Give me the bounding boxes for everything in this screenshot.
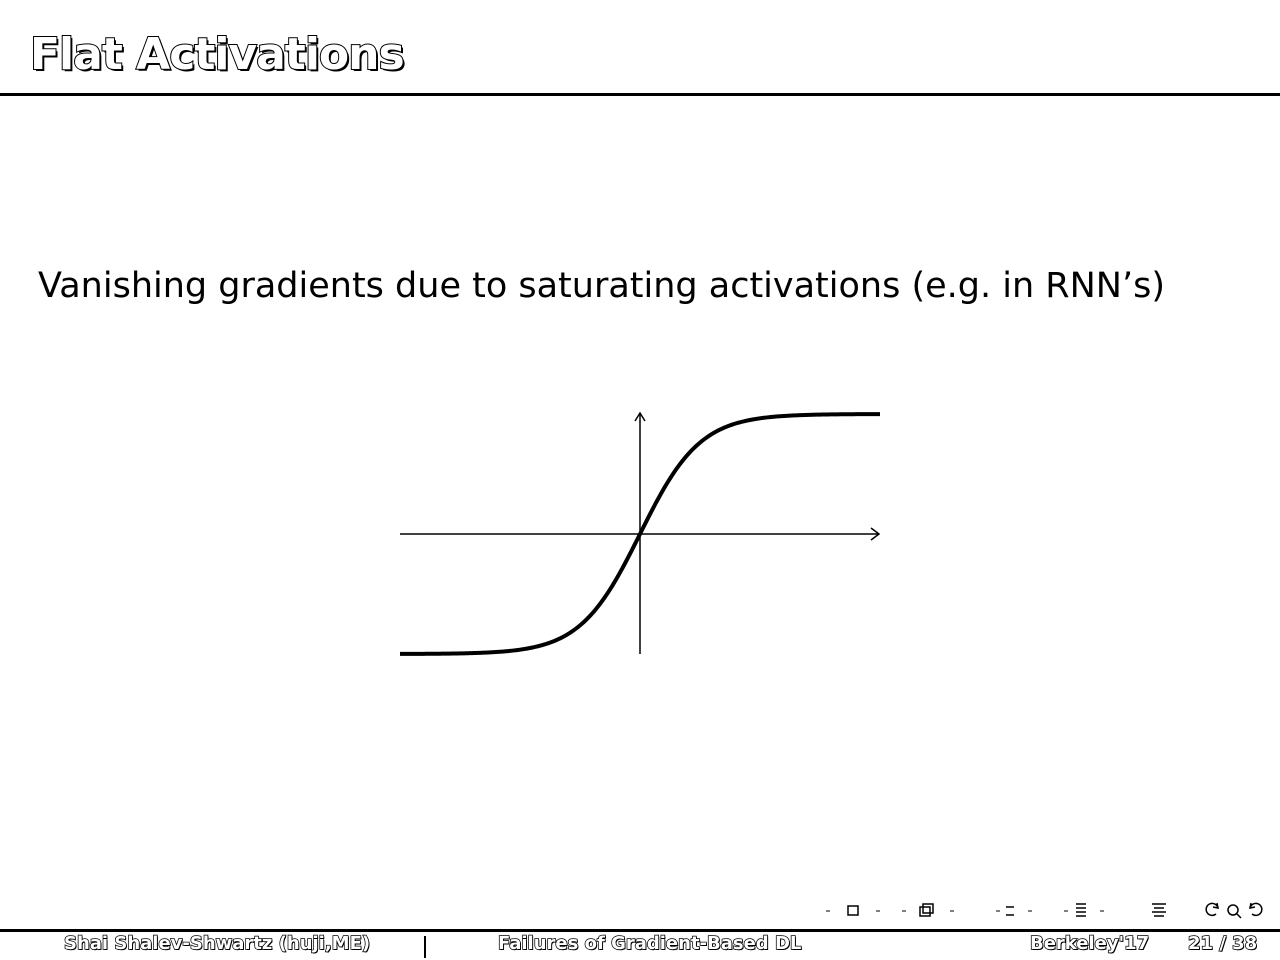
nav-frame-icon[interactable] [826, 905, 880, 916]
slide-body-text: Vanishing gradients due to saturating ac… [38, 266, 1165, 306]
nav-align-icon[interactable] [1152, 903, 1166, 917]
activation-plot-svg [399, 411, 881, 656]
title-rule [0, 93, 1280, 96]
footer-page-number: 21 / 38 [1187, 932, 1258, 955]
footer-venue: Berkeley'17 [1029, 932, 1150, 955]
footer-rule [0, 929, 1280, 932]
tanh-curve [399, 412, 881, 656]
nav-forward-icon[interactable] [1249, 902, 1263, 917]
footer-author: Shai Shalev-Shwartz (huji,ME) [63, 932, 371, 955]
slide-title: Flat Activations [29, 28, 406, 81]
activation-plot [390, 400, 890, 670]
nav-slide-icon[interactable] [1064, 903, 1104, 917]
nav-section-icon[interactable] [996, 906, 1032, 916]
x-axis-arrow-icon [870, 527, 881, 541]
beamer-navigation[interactable] [820, 898, 1270, 924]
footer-divider [424, 936, 426, 958]
nav-subsection-icon[interactable] [902, 903, 954, 917]
beamer-navigation-icons[interactable] [820, 898, 1270, 924]
footer-talk-title: Failures of Gradient-Based DL [497, 932, 802, 955]
slide-footer: Shai Shalev-Shwartz (huji,ME) Failures o… [0, 932, 1280, 960]
nav-search-icon[interactable] [1227, 904, 1242, 919]
nav-back-icon[interactable] [1205, 902, 1219, 917]
y-axis-arrow-icon [634, 411, 646, 422]
